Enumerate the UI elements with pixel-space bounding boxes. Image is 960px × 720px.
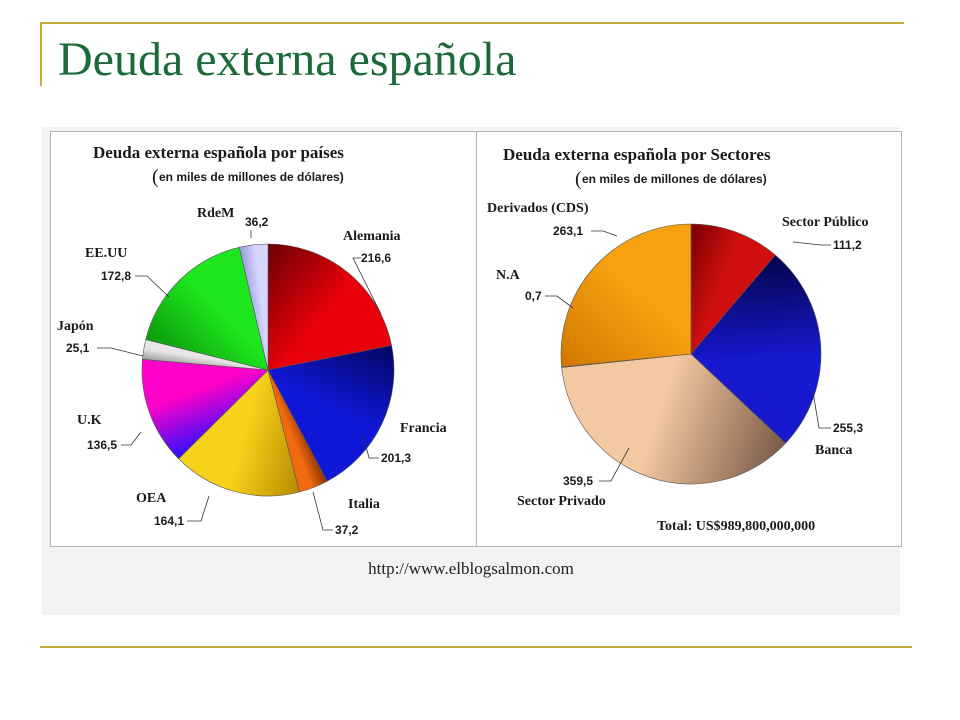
source-url: http://www.elblogsalmon.com bbox=[368, 559, 574, 578]
labels-sectores: Sector Público 111,2 Banca 255,3 Sector Priv… bbox=[487, 201, 868, 509]
leader-line-derivados-cds bbox=[591, 230, 618, 237]
slice-label-sector-publico: Sector Público bbox=[782, 215, 868, 230]
slice-value-italia: 37,2 bbox=[335, 523, 359, 537]
panel-paises: Deuda externa española por países ( en m… bbox=[50, 131, 477, 547]
slice-label-banca: Banca bbox=[815, 443, 852, 458]
pie-slice-banca bbox=[690, 254, 822, 444]
pie-slice-sector-publico bbox=[690, 223, 776, 355]
slice-value-rdem: 36,2 bbox=[245, 215, 269, 229]
slice-label-derivados-cds: Derivados (CDS) bbox=[487, 201, 589, 216]
panel-sectores: Deuda externa española por Sectores ( en… bbox=[476, 131, 902, 547]
slice-label-alemania: Alemania bbox=[343, 229, 401, 244]
pie-slice-u-k bbox=[141, 359, 269, 460]
slice-value-u-k: 136,5 bbox=[87, 438, 117, 452]
frame-top-rule bbox=[40, 22, 904, 24]
slice-value-sector-privado: 359,5 bbox=[563, 474, 593, 488]
leader-line-u-k bbox=[121, 431, 142, 446]
leader-line-banca bbox=[812, 391, 831, 429]
slice-value-francia: 201,3 bbox=[381, 451, 411, 465]
slice-label-u-k: U.K bbox=[77, 413, 102, 428]
slice-value-derivados-cds: 263,1 bbox=[553, 224, 583, 238]
pie-chart-sectores: Deuda externa española por Sectores ( en… bbox=[487, 145, 868, 534]
slice-label-n-a: N.A bbox=[496, 268, 521, 283]
slice-label-oea: OEA bbox=[136, 491, 167, 506]
slice-label-japon: Japón bbox=[57, 319, 94, 334]
leader-line-sector-privado bbox=[599, 447, 630, 482]
chart-subtitle-paren-paises: ( bbox=[152, 166, 159, 188]
slide-title: Deuda externa española bbox=[58, 33, 517, 86]
slice-value-sector-publico: 111,2 bbox=[833, 238, 862, 252]
slice-label-ee-uu: EE.UU bbox=[85, 246, 127, 261]
pie-slice-alemania bbox=[267, 243, 392, 371]
frame-bottom-rule bbox=[40, 646, 912, 648]
slice-label-italia: Italia bbox=[348, 497, 380, 512]
slices-sectores bbox=[560, 223, 822, 485]
chart-title-paises: Deuda externa española por países bbox=[93, 143, 344, 162]
leader-line-sector-publico bbox=[792, 241, 831, 246]
leader-line-alemania bbox=[352, 257, 382, 315]
chart-total: Total: US$989,800,000,000 bbox=[657, 519, 815, 534]
leader-line-n-a bbox=[545, 295, 574, 309]
pie-slice-francia bbox=[267, 345, 395, 482]
pie-slice-rdem bbox=[238, 243, 269, 371]
pie-slice-derivados-cds bbox=[560, 223, 692, 368]
leader-line-italia bbox=[312, 491, 333, 531]
leader-line-francia bbox=[362, 433, 379, 459]
pie-slice-sector-privado bbox=[561, 353, 787, 485]
slice-value-banca: 255,3 bbox=[833, 421, 863, 435]
slice-label-sector-privado: Sector Privado bbox=[517, 494, 606, 509]
frame-left-rule bbox=[40, 22, 42, 86]
slice-value-oea: 164,1 bbox=[154, 514, 184, 528]
chart-title-sectores: Deuda externa española por Sectores bbox=[503, 145, 771, 164]
leader-line-ee-uu bbox=[135, 275, 170, 298]
slice-value-alemania: 216,6 bbox=[361, 251, 391, 265]
pie-slice-ee-uu bbox=[145, 246, 269, 371]
chart-figure: Deuda externa española por países ( en m… bbox=[42, 127, 902, 615]
slices-paises bbox=[141, 243, 395, 497]
pie-slice-oea bbox=[178, 369, 300, 497]
leader-line-japon bbox=[97, 347, 144, 357]
slice-value-n-a: 0,7 bbox=[525, 289, 542, 303]
chart-subtitle-sectores: en miles de millones de dólares) bbox=[582, 172, 767, 186]
slice-value-japon: 25,1 bbox=[66, 341, 90, 355]
labels-paises: Alemania 216,6 Francia 201,3 Italia 37,2 OEA 16… bbox=[57, 206, 447, 537]
chart-subtitle-paren-sectores: ( bbox=[575, 168, 582, 190]
slice-value-ee-uu: 172,8 bbox=[101, 269, 131, 283]
slice-label-francia: Francia bbox=[400, 421, 447, 436]
leader-line-oea bbox=[187, 495, 210, 522]
chart-subtitle-paises: en miles de millones de dólares) bbox=[159, 170, 344, 184]
pie-chart-paises: Deuda externa española por países ( en m… bbox=[57, 143, 447, 537]
slice-label-rdem: RdeM bbox=[197, 206, 234, 221]
